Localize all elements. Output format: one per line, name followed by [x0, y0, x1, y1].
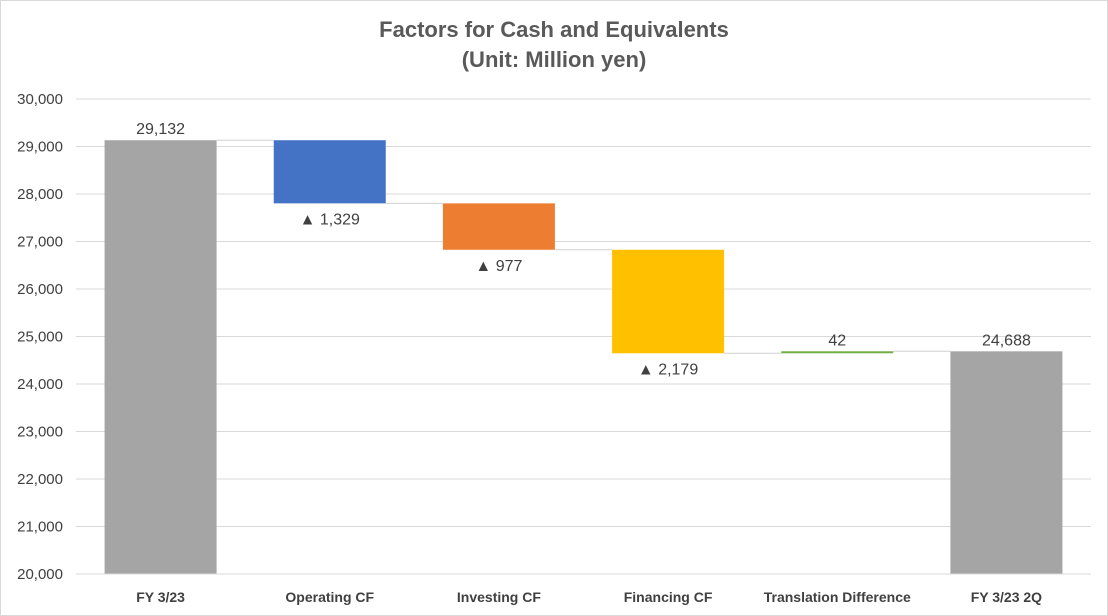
- bar: [612, 249, 725, 354]
- bar: [104, 140, 217, 575]
- bar: [442, 203, 555, 250]
- x-category-label: Financing CF: [624, 589, 713, 605]
- data-label: ▲ 2,179: [638, 361, 698, 378]
- data-label: 42: [828, 332, 846, 349]
- y-tick-label: 22,000: [17, 471, 63, 488]
- chart-subtitle-line: (Unit: Million yen): [461, 47, 647, 72]
- bar: [950, 351, 1063, 574]
- y-tick-label: 30,000: [17, 91, 63, 108]
- chart-title-line: Factors for Cash and Equivalents: [379, 17, 729, 42]
- x-category-label: FY 3/23 2Q: [971, 589, 1042, 605]
- y-tick-label: 21,000: [17, 519, 63, 536]
- y-tick-label: 25,000: [17, 329, 63, 346]
- y-tick-label: 29,000: [17, 139, 63, 156]
- y-tick-label: 27,000: [17, 234, 63, 251]
- y-tick-label: 23,000: [17, 424, 63, 441]
- data-label: 29,132: [136, 121, 185, 138]
- bar: [273, 140, 386, 204]
- data-label: ▲ 977: [475, 258, 522, 275]
- x-category-label: Operating CF: [285, 589, 374, 605]
- y-tick-label: 28,000: [17, 186, 63, 203]
- data-label: ▲ 1,329: [300, 211, 360, 228]
- y-tick-label: 26,000: [17, 281, 63, 298]
- x-category-label: Investing CF: [457, 589, 541, 605]
- data-label: 24,688: [982, 332, 1031, 349]
- x-category-label: FY 3/23: [136, 589, 185, 605]
- bar: [781, 351, 894, 354]
- y-tick-label: 20,000: [17, 566, 63, 583]
- x-category-label: Translation Difference: [764, 589, 911, 605]
- chart-title: Factors for Cash and Equivalents (Unit: …: [1, 15, 1107, 75]
- y-tick-label: 24,000: [17, 376, 63, 393]
